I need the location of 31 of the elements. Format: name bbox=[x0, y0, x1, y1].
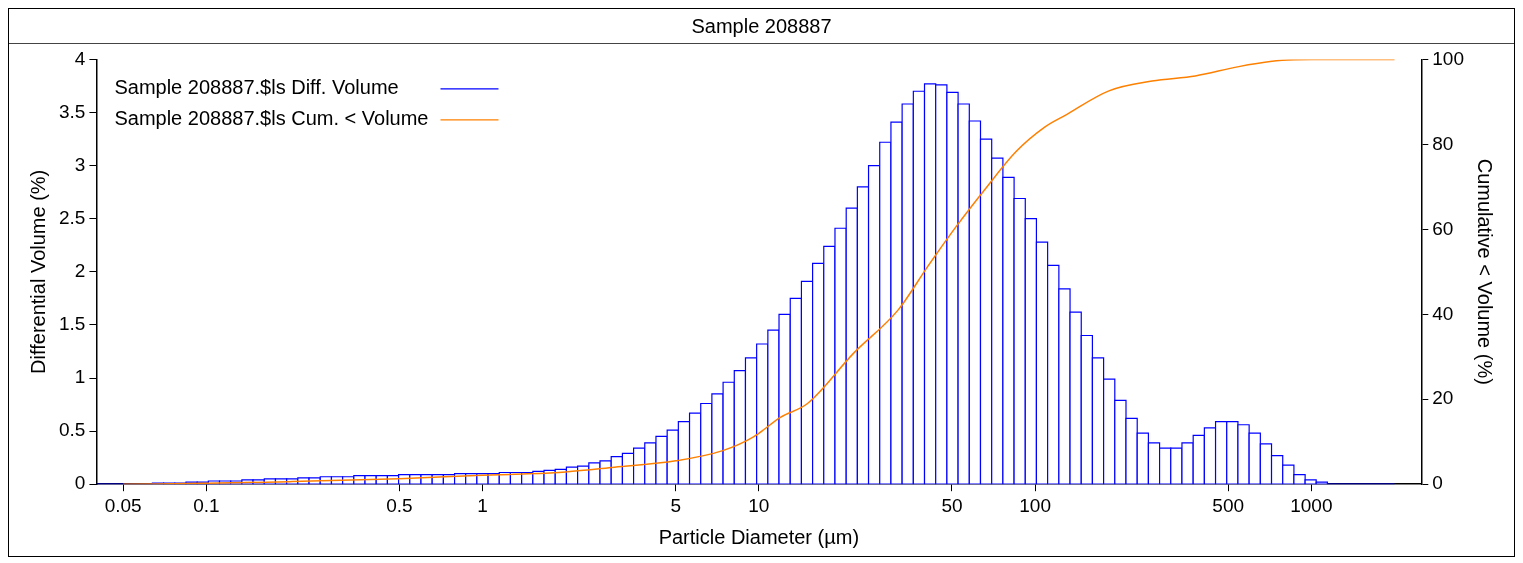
x-tick-label: 0.05 bbox=[104, 494, 142, 516]
x-axis-title: Particle Diameter (µm) bbox=[658, 525, 860, 548]
x-tick-label: 500 bbox=[1212, 494, 1245, 516]
x-tick-label: 100 bbox=[1019, 494, 1051, 516]
x-tick-label: 1000 bbox=[1290, 494, 1333, 516]
y-tick-label: 3 bbox=[74, 153, 86, 175]
x-tick-label: 5 bbox=[670, 494, 681, 516]
x-tick-label: 0.5 bbox=[386, 494, 413, 516]
legend-label: Sample 208887.$ls Diff. Volume bbox=[114, 76, 399, 99]
y2-tick-label: 60 bbox=[1432, 217, 1454, 239]
y2-tick-label: 80 bbox=[1432, 132, 1454, 154]
y-tick-label: 2 bbox=[74, 260, 86, 282]
y2-tick-label: 100 bbox=[1432, 47, 1464, 69]
y-tick-label: 3.5 bbox=[58, 100, 86, 122]
y-tick-label: 4 bbox=[74, 47, 86, 69]
y-tick-label: 1.5 bbox=[58, 313, 86, 335]
y-tick-label: 2.5 bbox=[58, 206, 86, 228]
x-tick-label: 0.1 bbox=[193, 494, 220, 516]
x-tick-label: 10 bbox=[748, 494, 770, 516]
y2-tick-label: 0 bbox=[1432, 472, 1443, 494]
legend-label: Sample 208887.$ls Cum. < Volume bbox=[114, 107, 429, 130]
y2-tick-label: 20 bbox=[1432, 387, 1454, 409]
y-axis-title: Differential Volume (%) bbox=[26, 169, 49, 374]
x-tick-label: 1 bbox=[477, 494, 488, 516]
y2-axis-title: Cumulative < Volume (%) bbox=[1474, 158, 1497, 385]
y-tick-label: 1 bbox=[74, 366, 86, 388]
y-tick-label: 0 bbox=[74, 472, 86, 494]
y-tick-label: 0.5 bbox=[58, 419, 86, 441]
y2-tick-label: 40 bbox=[1432, 302, 1454, 324]
x-tick-label: 50 bbox=[941, 494, 963, 516]
chart-title: Sample 208887 bbox=[9, 9, 1514, 44]
